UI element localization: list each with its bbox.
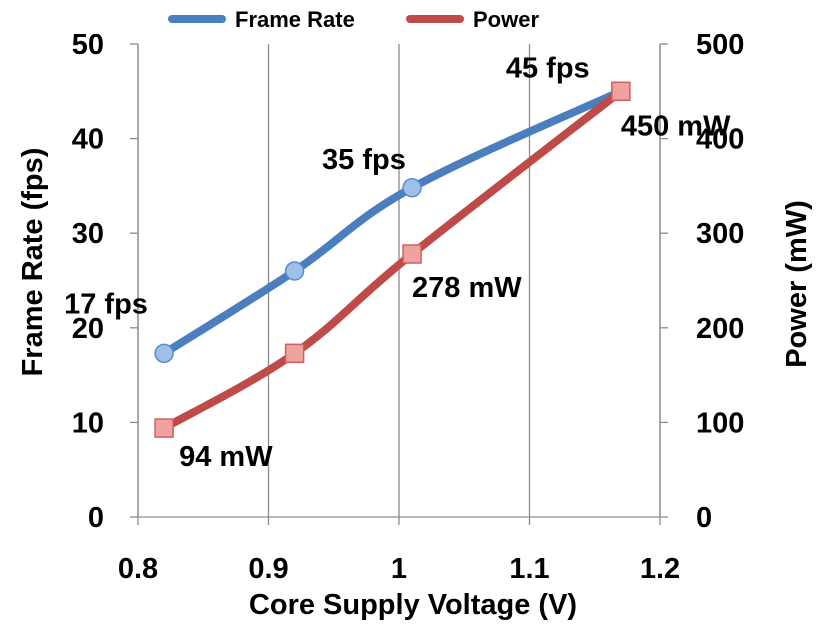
frame-rate-data-label: 45 fps xyxy=(506,52,590,84)
series-lines xyxy=(160,87,625,433)
left-y-tick-label: 40 xyxy=(72,124,104,156)
power-point xyxy=(284,343,305,364)
frame-rate-point xyxy=(154,343,174,364)
x-tick-label: 0.9 xyxy=(248,553,288,585)
right-y-tick-label: 500 xyxy=(696,29,744,61)
series-markers xyxy=(154,81,631,438)
power-data-label: 450 mW xyxy=(621,110,731,142)
right-y-tick-labels: 0 100 200 300 400 500 xyxy=(696,29,744,534)
left-y-axis-title: Frame Rate (fps) xyxy=(17,148,49,377)
power-series-line xyxy=(160,87,625,433)
power-legend-label: Power xyxy=(473,7,539,32)
left-y-tick-label: 20 xyxy=(72,313,104,345)
left-y-tick-label: 30 xyxy=(72,218,104,250)
frame-rate-data-label: 35 fps xyxy=(322,144,406,176)
left-y-tick-label: 10 xyxy=(72,407,104,439)
right-y-axis-title: Power (mW) xyxy=(781,200,813,368)
x-tick-label: 1.1 xyxy=(509,553,549,585)
x-tick-labels: 0.8 0.9 1 1.1 1.2 xyxy=(118,553,680,585)
power-point xyxy=(402,244,422,264)
frame-rate-series-line xyxy=(160,87,625,358)
power-point xyxy=(611,81,631,102)
left-y-tick-label: 50 xyxy=(72,29,104,61)
left-y-tick-label: 0 xyxy=(88,502,104,534)
right-y-tick-label: 300 xyxy=(696,218,744,250)
right-y-tick-label: 200 xyxy=(696,313,744,345)
x-axis-title: Core Supply Voltage (V) xyxy=(249,589,577,621)
axes xyxy=(130,43,668,525)
data-labels: 17 fps 35 fps 45 fps 94 mW 278 mW 450 mW xyxy=(64,52,731,473)
right-y-tick-label: 100 xyxy=(696,407,744,439)
power-point xyxy=(154,418,174,438)
power-data-label: 278 mW xyxy=(412,272,522,304)
x-tick-label: 1 xyxy=(391,553,407,585)
right-y-tick-label: 400 xyxy=(696,124,744,156)
x-tick-label: 0.8 xyxy=(118,553,158,585)
power-data-label: 94 mW xyxy=(179,441,273,473)
left-y-tick-labels: 0 10 20 30 40 50 xyxy=(72,29,104,534)
frame-rate-legend-label: Frame Rate xyxy=(235,7,355,32)
right-y-tick-label: 0 xyxy=(696,502,712,534)
frame-rate-data-label: 17 fps xyxy=(64,288,148,320)
x-tick-label: 1.2 xyxy=(640,553,680,585)
frame-rate-point xyxy=(284,261,305,281)
frame-rate-point xyxy=(402,178,422,198)
legend: Frame Rate Power xyxy=(168,7,539,32)
